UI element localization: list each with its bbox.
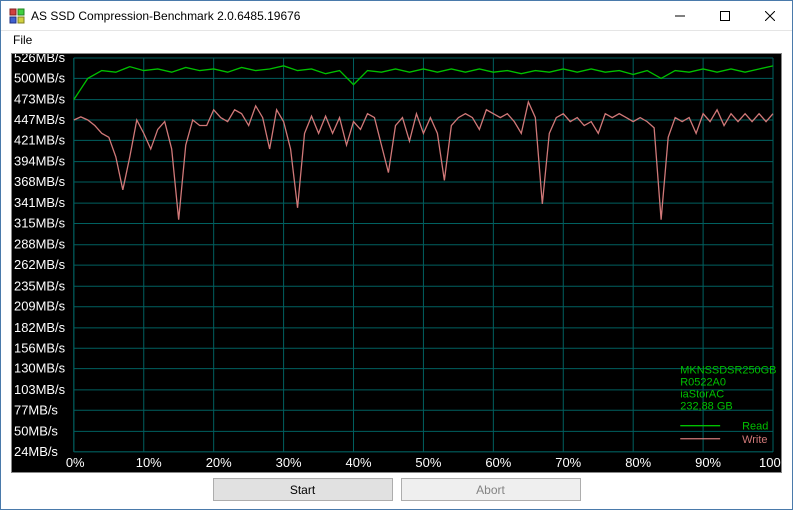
svg-text:60%: 60% — [485, 455, 511, 470]
svg-text:40%: 40% — [346, 455, 372, 470]
svg-text:0%: 0% — [66, 455, 85, 470]
svg-text:Write: Write — [742, 434, 767, 446]
abort-button[interactable]: Abort — [401, 478, 581, 501]
svg-text:526MB/s: 526MB/s — [14, 54, 66, 65]
svg-text:R0522A0: R0522A0 — [680, 376, 726, 388]
start-button[interactable]: Start — [213, 478, 393, 501]
svg-text:30%: 30% — [276, 455, 302, 470]
svg-text:288MB/s: 288MB/s — [14, 237, 66, 252]
svg-text:232,88 GB: 232,88 GB — [680, 401, 732, 413]
svg-text:235MB/s: 235MB/s — [14, 278, 66, 293]
svg-text:20%: 20% — [206, 455, 232, 470]
svg-text:447MB/s: 447MB/s — [14, 112, 66, 127]
minimize-button[interactable] — [657, 1, 702, 30]
svg-text:103MB/s: 103MB/s — [14, 382, 66, 397]
menubar: File — [1, 31, 792, 49]
maximize-button[interactable] — [702, 1, 747, 30]
svg-text:Read: Read — [742, 421, 768, 433]
chart-area: 24MB/s 50MB/s 77MB/s 103MB/s 130MB/s 156MB/s 1… — [11, 53, 782, 473]
svg-text:MKNSSDSR250GB: MKNSSDSR250GB — [680, 364, 776, 376]
svg-text:262MB/s: 262MB/s — [14, 257, 66, 272]
window-title: AS SSD Compression-Benchmark 2.0.6485.19… — [31, 9, 657, 23]
svg-text:182MB/s: 182MB/s — [14, 320, 66, 335]
svg-text:70%: 70% — [555, 455, 581, 470]
titlebar: AS SSD Compression-Benchmark 2.0.6485.19… — [1, 1, 792, 31]
svg-text:500MB/s: 500MB/s — [14, 70, 66, 85]
svg-text:24MB/s: 24MB/s — [14, 444, 58, 459]
svg-text:iaStorAC: iaStorAC — [680, 389, 724, 401]
benchmark-chart: 24MB/s 50MB/s 77MB/s 103MB/s 130MB/s 156MB/s 1… — [12, 54, 781, 472]
svg-text:80%: 80% — [625, 455, 651, 470]
button-row: Start Abort — [1, 477, 792, 509]
svg-text:100%: 100% — [759, 455, 781, 470]
app-window: AS SSD Compression-Benchmark 2.0.6485.19… — [0, 0, 793, 510]
svg-text:421MB/s: 421MB/s — [14, 132, 66, 147]
svg-text:50MB/s: 50MB/s — [14, 423, 58, 438]
svg-text:368MB/s: 368MB/s — [14, 174, 66, 189]
svg-text:130MB/s: 130MB/s — [14, 361, 66, 376]
svg-text:315MB/s: 315MB/s — [14, 216, 66, 231]
svg-text:77MB/s: 77MB/s — [14, 402, 58, 417]
app-icon — [9, 8, 25, 24]
svg-text:341MB/s: 341MB/s — [14, 195, 66, 210]
svg-text:394MB/s: 394MB/s — [14, 154, 66, 169]
svg-text:209MB/s: 209MB/s — [14, 299, 66, 314]
svg-text:156MB/s: 156MB/s — [14, 340, 66, 355]
svg-text:90%: 90% — [695, 455, 721, 470]
window-controls — [657, 1, 792, 30]
svg-text:10%: 10% — [136, 455, 162, 470]
svg-text:50%: 50% — [415, 455, 441, 470]
menu-file[interactable]: File — [7, 31, 38, 49]
close-button[interactable] — [747, 1, 792, 30]
svg-text:473MB/s: 473MB/s — [14, 92, 66, 107]
